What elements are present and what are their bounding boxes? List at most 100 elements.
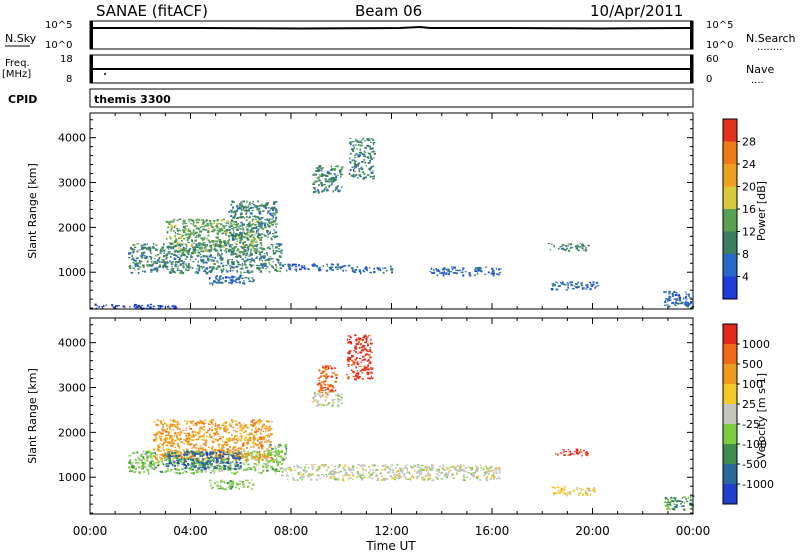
data-cell [331,389,334,392]
data-cell [154,268,157,271]
data-cell [589,490,592,492]
data-cell [138,472,141,474]
data-cell [172,261,175,263]
data-cell [223,464,227,467]
data-cell [166,246,169,249]
data-cell [231,434,233,436]
data-cell [183,432,186,434]
data-cell [214,422,217,425]
data-cell [320,465,323,467]
data-cell [339,471,343,473]
data-cell [160,423,162,425]
data-cell [476,476,478,479]
data-cell [674,294,678,296]
data-cell [455,269,458,271]
data-cell [236,270,238,272]
data-cell [271,218,273,221]
data-cell [217,254,219,257]
data-cell [586,454,589,457]
data-cell [565,451,568,452]
data-cell [221,449,225,452]
data-cell [317,403,320,406]
data-cell [564,492,566,495]
data-cell [318,369,321,372]
data-cell [387,477,389,480]
data-cell [146,455,149,458]
data-cell [232,480,234,483]
data-cell [382,271,385,274]
data-cell [335,175,338,179]
data-cell [174,235,176,239]
data-cell [208,423,211,425]
data-cell [299,467,302,469]
data-cell [668,297,671,300]
data-cell [225,454,227,456]
data-cell [143,254,146,256]
data-cell [176,230,179,232]
data-cell [137,271,140,274]
data-cell [406,469,409,472]
data-cell [217,487,220,491]
data-cell [340,402,343,405]
data-cell [239,439,242,442]
data-cell [230,454,233,457]
data-cell [132,451,135,455]
data-cell [170,469,173,471]
data-cell [257,265,261,266]
data-cell [223,240,226,242]
data-cell [292,263,295,266]
data-cell [182,234,184,237]
data-cell [242,486,245,488]
data-cell [444,472,447,476]
data-cell [239,246,243,248]
data-cell [238,236,242,239]
data-cell [367,139,371,141]
data-cell [222,452,225,454]
data-cell [673,298,676,300]
cpid-label: CPID [8,93,37,106]
date-title: 10/Apr/2011 [590,2,683,20]
data-cell [157,449,161,451]
data-cell [231,201,234,204]
data-cell [141,462,143,464]
data-cell [250,479,253,481]
data-cell [234,213,237,216]
data-cell [552,283,555,284]
data-cell [322,174,325,177]
data-cell [230,203,233,206]
data-cell [229,454,232,456]
data-cell [257,229,259,232]
data-cell [256,256,258,258]
data-cell [189,443,192,446]
data-cell [272,216,275,219]
data-cell [370,166,373,168]
data-cell [248,436,252,440]
data-cell [686,305,690,308]
data-cell [335,178,338,181]
data-cell [371,367,374,370]
data-cell [346,373,348,376]
data-cell [268,428,271,431]
data-cell [166,231,169,234]
data-cell [203,225,206,228]
data-cell [239,436,242,438]
data-cell [224,481,226,484]
data-cell [252,259,255,261]
data-cell [262,462,265,465]
data-cell [199,234,202,237]
data-cell [149,303,153,306]
data-cell [348,477,350,479]
data-cell [569,243,573,246]
data-cell [199,471,202,473]
data-cell [243,463,246,465]
data-cell [225,443,229,447]
x-tick-label: 16:00 [475,524,510,538]
data-cell [317,268,321,270]
data-cell [558,285,561,286]
data-cell [358,269,361,272]
data-cell [351,364,353,366]
data-cell [578,451,581,454]
nave-legend: .... [751,75,764,86]
data-cell [354,154,357,157]
data-cell [244,262,246,264]
